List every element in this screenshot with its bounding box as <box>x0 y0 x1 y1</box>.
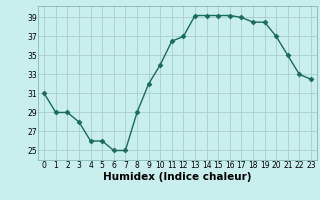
X-axis label: Humidex (Indice chaleur): Humidex (Indice chaleur) <box>103 172 252 182</box>
